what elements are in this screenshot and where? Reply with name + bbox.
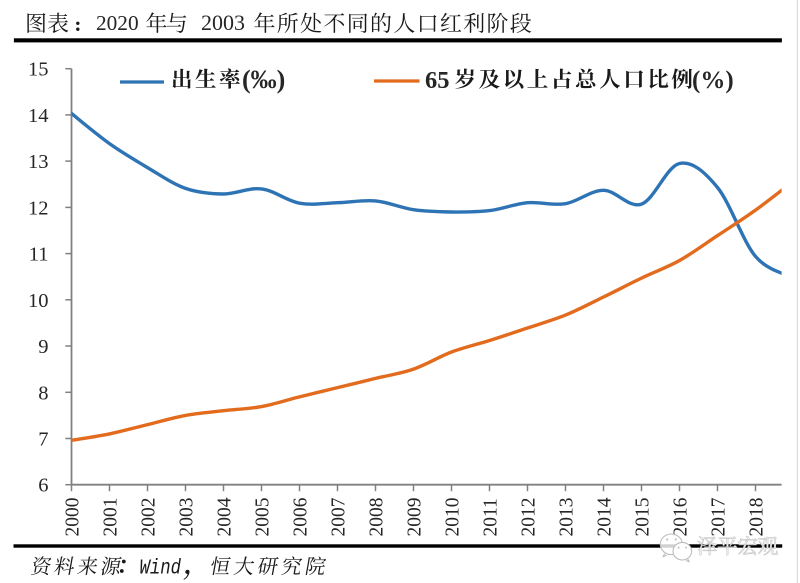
svg-text:2013: 2013: [556, 498, 577, 537]
svg-text:13: 13: [28, 151, 49, 173]
svg-text:65: 65: [425, 67, 450, 94]
svg-text:2002: 2002: [138, 498, 159, 537]
svg-text:15: 15: [28, 59, 49, 81]
svg-text:10: 10: [28, 290, 49, 312]
svg-text:9: 9: [38, 336, 48, 358]
svg-text:2001: 2001: [100, 498, 121, 537]
svg-text:2005: 2005: [252, 498, 273, 537]
svg-text:2000: 2000: [62, 498, 83, 537]
svg-text:2018: 2018: [746, 498, 767, 537]
svg-text:2010: 2010: [442, 498, 463, 537]
svg-text:2012: 2012: [518, 498, 539, 537]
svg-text:2020: 2020: [96, 11, 139, 35]
svg-text:2017: 2017: [708, 497, 729, 536]
svg-text:(‰): (‰): [242, 65, 285, 94]
svg-text:2006: 2006: [290, 497, 311, 536]
svg-text:2003: 2003: [201, 10, 245, 35]
svg-text:2014: 2014: [594, 497, 615, 536]
svg-text:2009: 2009: [404, 498, 425, 537]
svg-text:7: 7: [38, 429, 48, 451]
svg-text:14: 14: [28, 105, 49, 127]
svg-text:11: 11: [29, 244, 49, 266]
svg-text:2016: 2016: [670, 497, 691, 536]
svg-text:2008: 2008: [366, 498, 387, 537]
svg-text:Wind: Wind: [140, 558, 182, 581]
svg-text:8: 8: [38, 382, 48, 404]
svg-text:2004: 2004: [214, 497, 235, 536]
svg-text:2003: 2003: [176, 498, 197, 537]
svg-text:2015: 2015: [632, 498, 653, 537]
svg-text:2007: 2007: [328, 497, 349, 536]
svg-text:6: 6: [38, 475, 48, 497]
svg-text:(%): (%): [692, 67, 734, 94]
svg-text:2011: 2011: [480, 498, 501, 536]
svg-text:12: 12: [28, 197, 49, 219]
